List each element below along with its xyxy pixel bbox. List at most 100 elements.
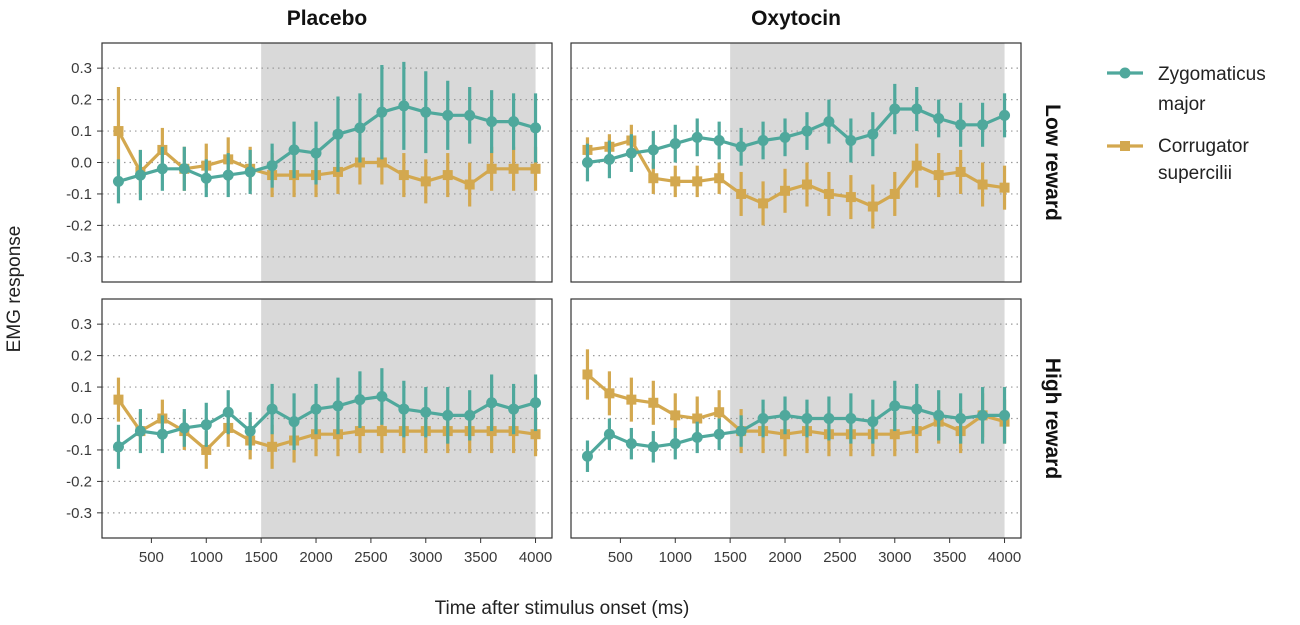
shaded-region-oxytocin-low (730, 43, 1005, 282)
point-zygomaticus-oxytocin-high-7 (735, 425, 747, 437)
point-corrugator-placebo-high-11 (354, 426, 365, 437)
point-zygomaticus-oxytocin-low-1 (603, 153, 615, 165)
y-tick-label-placebo-high-1: 0.2 (71, 348, 92, 365)
x-tick-label-oxytocin-high-6: 3500 (933, 549, 966, 566)
facet-title-oxytocin: Oxytocin (751, 7, 841, 30)
point-zygomaticus-placebo-low-16 (464, 109, 476, 121)
facet-title-low-reward: Low reward (1041, 104, 1064, 221)
y-tick-label-placebo-low-4: -0.1 (66, 186, 92, 203)
point-zygomaticus-placebo-high-9 (310, 403, 322, 415)
point-zygomaticus-oxytocin-low-14 (889, 103, 901, 115)
point-zygomaticus-placebo-low-17 (486, 116, 498, 128)
point-zygomaticus-placebo-low-8 (288, 144, 300, 156)
point-corrugator-placebo-low-15 (442, 170, 453, 181)
series-corrugator-oxytocin-low (582, 124, 1010, 229)
point-zygomaticus-oxytocin-high-17 (955, 413, 967, 424)
point-corrugator-oxytocin-high-5 (692, 413, 703, 424)
point-corrugator-placebo-low-13 (398, 170, 409, 181)
point-corrugator-oxytocin-low-14 (889, 188, 900, 199)
point-zygomaticus-oxytocin-high-12 (845, 413, 857, 424)
point-corrugator-oxytocin-high-2 (626, 394, 637, 405)
point-corrugator-oxytocin-high-1 (604, 388, 615, 399)
point-zygomaticus-placebo-high-3 (178, 422, 190, 434)
legend-marker-square-icon (1120, 141, 1130, 151)
x-tick-label-oxytocin-high-2: 1500 (713, 549, 746, 566)
y-tick-label-placebo-low-2: 0.1 (71, 123, 92, 140)
point-zygomaticus-placebo-high-7 (266, 403, 278, 415)
y-tick-label-placebo-low-0: 0.3 (71, 60, 92, 77)
point-zygomaticus-oxytocin-low-19 (999, 109, 1011, 121)
point-zygomaticus-placebo-high-10 (332, 400, 344, 412)
point-zygomaticus-oxytocin-high-4 (669, 438, 681, 450)
series-zygomaticus-oxytocin-low (581, 83, 1011, 182)
x-axis-title: Time after stimulus onset (ms) (435, 598, 690, 619)
point-corrugator-oxytocin-high-3 (648, 397, 659, 408)
point-corrugator-oxytocin-low-16 (933, 170, 944, 181)
point-zygomaticus-oxytocin-low-5 (691, 131, 703, 143)
y-tick-label-placebo-high-5: -0.2 (66, 473, 92, 490)
point-zygomaticus-placebo-high-4 (200, 419, 212, 431)
point-zygomaticus-oxytocin-high-1 (603, 428, 615, 440)
x-tick-label-placebo-high-1: 1000 (190, 549, 223, 566)
panel-oxytocin-high: 500 1000 1500 2000 2500 3000 3500 4000 (570, 298, 1022, 566)
point-zygomaticus-oxytocin-low-2 (625, 147, 637, 159)
point-zygomaticus-placebo-low-14 (420, 106, 432, 118)
point-zygomaticus-oxytocin-high-5 (691, 431, 703, 443)
y-tick-label-placebo-high-6: -0.3 (66, 505, 92, 522)
point-zygomaticus-placebo-high-2 (156, 428, 168, 440)
point-zygomaticus-placebo-high-6 (244, 425, 256, 437)
x-tick-label-oxytocin-high-5: 3000 (878, 549, 911, 566)
y-tick-label-placebo-high-2: 0.1 (71, 379, 92, 396)
point-zygomaticus-placebo-low-19 (530, 122, 542, 134)
panel-placebo-low: 0.3 0.2 0.1 0.0 -0.1 -0.2 -0.3 (66, 42, 553, 283)
point-zygomaticus-oxytocin-high-6 (713, 428, 725, 440)
point-corrugator-oxytocin-low-12 (845, 192, 856, 203)
panel-border-oxytocin-high (570, 298, 1022, 539)
point-zygomaticus-oxytocin-low-13 (867, 128, 879, 140)
point-corrugator-oxytocin-low-19 (999, 182, 1010, 193)
point-zygomaticus-placebo-high-0 (112, 441, 124, 453)
point-zygomaticus-oxytocin-low-6 (713, 134, 725, 146)
x-tick-label-oxytocin-high-7: 4000 (988, 549, 1021, 566)
point-zygomaticus-placebo-high-19 (530, 397, 542, 409)
x-tick-label-placebo-high-5: 3000 (409, 549, 442, 566)
x-tick-label-placebo-high-3: 2000 (299, 549, 332, 566)
point-corrugator-oxytocin-low-13 (867, 201, 878, 212)
point-corrugator-placebo-high-4 (201, 444, 212, 455)
point-corrugator-placebo-low-18 (508, 163, 519, 174)
point-zygomaticus-oxytocin-low-10 (801, 125, 813, 137)
point-zygomaticus-placebo-low-15 (442, 109, 454, 121)
point-corrugator-oxytocin-low-4 (670, 176, 681, 187)
point-zygomaticus-oxytocin-high-16 (933, 409, 945, 421)
point-corrugator-oxytocin-low-15 (911, 160, 922, 171)
x-tick-label-placebo-high-0: 500 (139, 549, 164, 566)
point-zygomaticus-oxytocin-low-11 (823, 116, 835, 128)
point-corrugator-oxytocin-low-5 (692, 176, 703, 187)
point-zygomaticus-placebo-high-17 (486, 397, 498, 409)
x-tick-label-oxytocin-high-1: 1000 (659, 549, 692, 566)
y-axis-title: EMG response (4, 226, 25, 353)
point-zygomaticus-oxytocin-low-17 (955, 119, 967, 131)
point-corrugator-oxytocin-low-3 (648, 173, 659, 184)
point-zygomaticus-placebo-low-1 (134, 169, 146, 181)
y-tick-label-placebo-high-3: 0.0 (71, 411, 92, 428)
point-zygomaticus-oxytocin-low-9 (779, 131, 791, 143)
point-zygomaticus-placebo-high-5 (222, 406, 234, 418)
point-zygomaticus-oxytocin-high-3 (647, 441, 659, 453)
y-tick-label-placebo-low-3: 0.0 (71, 155, 92, 172)
point-zygomaticus-oxytocin-low-0 (581, 157, 593, 168)
panels-layer: 0.3 0.2 0.1 0.0 -0.1 -0.2 -0.3 0.3 0.2 0.1 0.0 -0.1… (66, 42, 1022, 566)
panel-border-oxytocin-low (570, 42, 1022, 283)
point-zygomaticus-placebo-high-15 (442, 409, 454, 421)
point-corrugator-placebo-low-17 (486, 163, 497, 174)
legend-label-corrugator-line1: Corrugator (1158, 136, 1249, 157)
point-zygomaticus-placebo-low-11 (354, 122, 366, 134)
point-corrugator-oxytocin-low-7 (736, 188, 747, 199)
point-zygomaticus-oxytocin-low-18 (977, 119, 989, 131)
point-zygomaticus-placebo-high-11 (354, 394, 366, 406)
point-zygomaticus-placebo-high-14 (420, 406, 432, 418)
point-zygomaticus-placebo-low-18 (508, 116, 520, 128)
point-corrugator-placebo-high-7 (267, 441, 278, 452)
point-corrugator-oxytocin-high-4 (670, 410, 681, 421)
point-zygomaticus-oxytocin-low-12 (845, 134, 857, 146)
